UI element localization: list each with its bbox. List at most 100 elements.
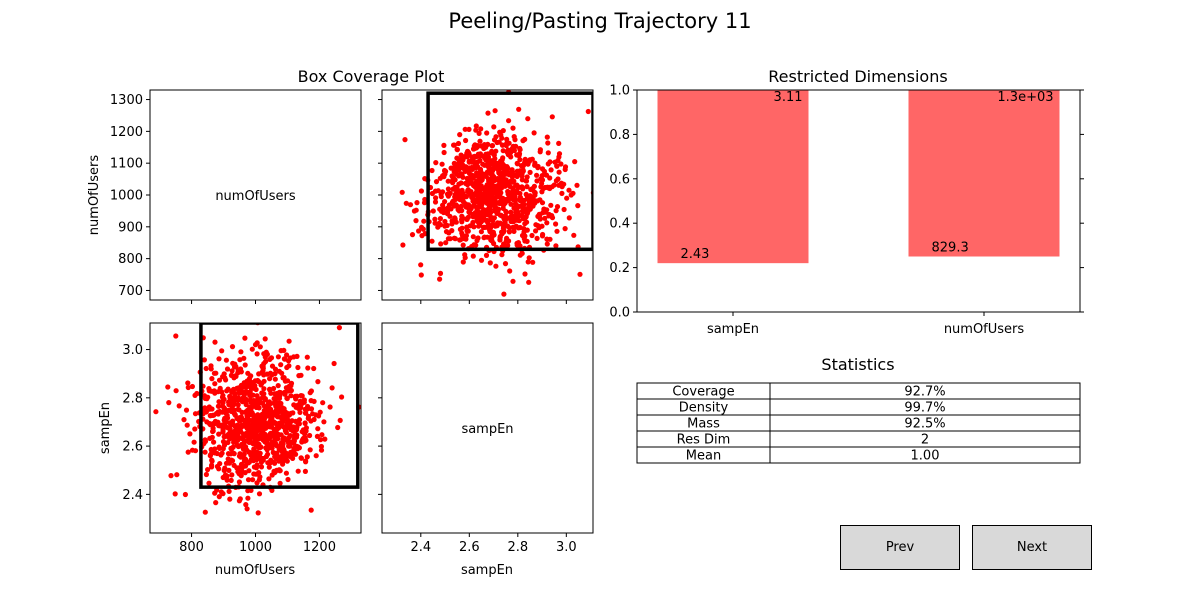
scatter-point — [475, 172, 481, 178]
scatter-point — [285, 358, 292, 364]
scatter-point — [518, 203, 524, 209]
scatter-point — [495, 220, 501, 226]
scatter-point — [260, 364, 266, 371]
scatter-point — [191, 439, 197, 445]
scatter-point — [517, 157, 523, 163]
scatter-point — [173, 388, 179, 394]
scatter-point — [525, 116, 531, 122]
scatter-point — [279, 407, 285, 413]
scatter-point — [238, 349, 244, 355]
scatter-point — [372, 496, 377, 501]
scatter-point — [482, 162, 488, 168]
next-button[interactable]: Next — [972, 525, 1092, 570]
scatter-point — [494, 160, 500, 166]
scatter-point — [239, 441, 245, 447]
scatter-point — [438, 208, 445, 214]
scatter-point — [216, 431, 222, 437]
scatter-point — [304, 454, 310, 460]
scatter-point — [216, 422, 222, 428]
scatter-point — [226, 460, 232, 466]
scatter-point — [526, 279, 532, 285]
scatter-point — [558, 161, 564, 167]
scatter-point — [265, 407, 271, 414]
scatter-point — [231, 410, 237, 416]
scatter-point — [313, 453, 319, 459]
scatter-point — [261, 378, 267, 384]
scatter-point — [266, 464, 272, 470]
scatter-point — [480, 193, 486, 199]
scatter-point — [516, 153, 522, 159]
scatter-point — [519, 184, 525, 190]
scatter-point — [545, 185, 551, 191]
scatter-point — [556, 169, 562, 175]
scatter-point — [522, 221, 528, 227]
scatter-point — [201, 357, 207, 363]
scatter-point — [511, 134, 517, 140]
scatter-point — [562, 226, 568, 232]
scatter-point — [520, 163, 527, 169]
scatter-point — [185, 384, 191, 391]
scatter-panel-2 — [149, 322, 377, 534]
scatter-point — [469, 194, 475, 200]
x-tick-label: 800 — [179, 540, 204, 555]
scatter-point — [286, 435, 292, 441]
scatter-point — [566, 215, 572, 221]
scatter-point — [528, 186, 534, 193]
scatter-point — [510, 278, 516, 284]
scatter-point — [258, 382, 264, 388]
scatter-point — [212, 490, 218, 496]
scatter-point — [452, 177, 458, 183]
table-row-value: 99.7% — [904, 401, 945, 416]
scatter-point — [322, 436, 328, 442]
scatter-point — [507, 268, 513, 274]
scatter-point — [510, 143, 516, 149]
scatter-point — [456, 161, 462, 167]
scatter-point — [268, 420, 274, 426]
scatter-point — [485, 110, 491, 116]
scatter-point — [534, 172, 540, 178]
scatter-point — [284, 410, 290, 416]
scatter-point — [458, 180, 464, 186]
scatter-point — [461, 166, 467, 172]
scatter-point — [213, 370, 219, 376]
y-tick-label: 1.0 — [609, 84, 630, 99]
scatter-point — [284, 352, 290, 358]
scatter-point — [575, 203, 581, 209]
scatter-point — [237, 451, 243, 457]
scatter-point — [459, 213, 465, 219]
scatter-point — [495, 167, 502, 173]
scatter-point — [181, 417, 187, 423]
scatter-point — [209, 406, 215, 412]
scatter-point — [187, 431, 193, 437]
prev-button[interactable]: Prev — [840, 525, 960, 570]
scatter-point — [450, 198, 456, 204]
scatter-point — [212, 339, 218, 345]
scatter-point — [278, 422, 284, 428]
scatter-point — [455, 191, 461, 197]
scatter-point — [493, 263, 499, 269]
scatter-point — [500, 205, 506, 211]
scatter-point — [276, 368, 282, 374]
scatter-point — [176, 403, 182, 409]
scatter-point — [470, 219, 476, 226]
scatter-point — [269, 409, 275, 415]
scatter-point — [371, 145, 376, 150]
scatter-point — [447, 190, 453, 196]
scatter-point — [464, 216, 470, 222]
scatter-point — [303, 458, 309, 464]
scatter-point — [527, 169, 533, 175]
scatter-point — [221, 434, 227, 440]
scatter-point — [461, 154, 468, 160]
scatter-point — [261, 391, 267, 397]
scatter-point — [255, 377, 261, 384]
scatter-point — [219, 348, 225, 354]
scatter-point — [215, 389, 221, 395]
scatter-point — [499, 231, 505, 237]
scatter-point — [225, 451, 232, 457]
scatter-point — [487, 260, 493, 266]
scatter-point — [185, 380, 191, 386]
y-tick-label: 700 — [118, 284, 143, 299]
scatter-point — [462, 126, 468, 132]
scatter-point — [444, 222, 450, 229]
